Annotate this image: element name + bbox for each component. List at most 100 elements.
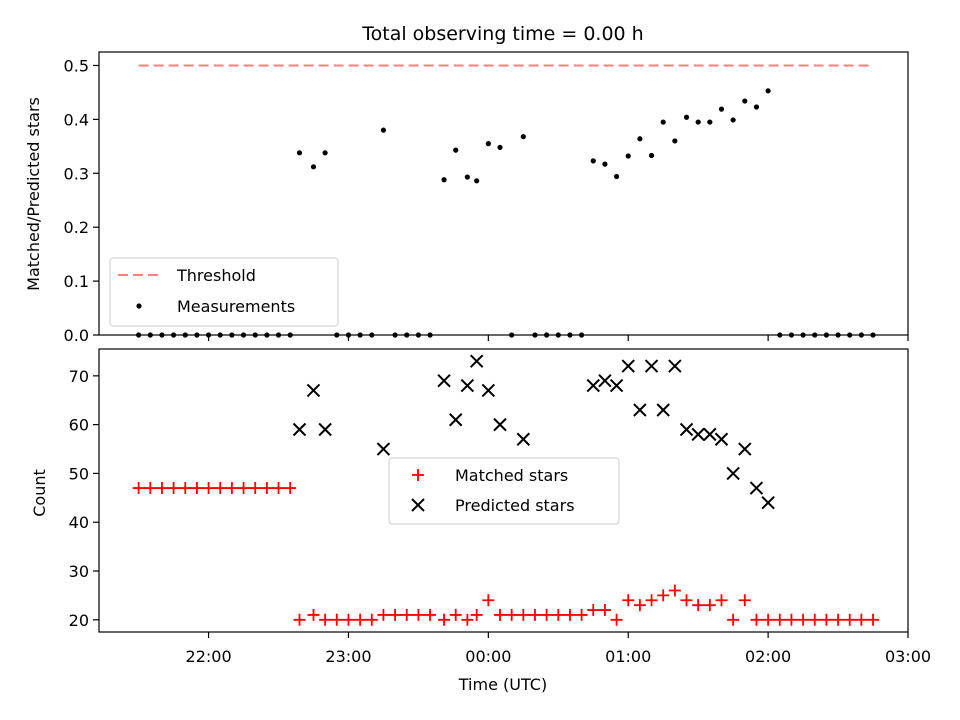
matched-star-point bbox=[438, 613, 451, 626]
x-tick-label: 23:00 bbox=[325, 647, 371, 666]
bottom-panel: 20 30 40 50 60 70 22:00 23:00 00:00 01:00 02:00 03… bbox=[30, 348, 931, 694]
top-y-tick-label: 0.5 bbox=[64, 56, 89, 75]
matched-star-point bbox=[855, 613, 868, 626]
matched-star-point bbox=[680, 594, 693, 607]
matched-star-point bbox=[214, 482, 227, 495]
top-y-tick-label: 0.4 bbox=[64, 110, 89, 129]
matched-star-point bbox=[773, 613, 786, 626]
matched-star-point bbox=[461, 613, 474, 626]
bottom-y-tick-label: 50 bbox=[69, 464, 89, 483]
predicted-star-point bbox=[586, 378, 600, 393]
matched-star-point bbox=[155, 482, 168, 495]
matched-star-point bbox=[319, 613, 332, 626]
bottom-legend-box bbox=[388, 457, 620, 525]
predicted-star-point bbox=[691, 427, 705, 442]
legend-predicted-label: Predicted stars bbox=[455, 496, 575, 515]
matched-star-point bbox=[237, 482, 250, 495]
top-x-ticks bbox=[207, 335, 909, 341]
predicted-star-point bbox=[738, 442, 752, 456]
top-y-tick-label: 0.0 bbox=[64, 326, 89, 345]
predicted-star-point bbox=[714, 432, 729, 446]
measurement-point bbox=[660, 119, 666, 125]
matched-star-point bbox=[202, 482, 215, 495]
matched-star-point bbox=[482, 594, 495, 607]
matched-star-point bbox=[797, 613, 810, 626]
matched-star-point bbox=[272, 482, 285, 495]
bottom-plot-marks bbox=[132, 354, 880, 626]
predicted-star-point bbox=[621, 359, 635, 373]
legend-matched-label: Matched stars bbox=[455, 466, 568, 485]
bottom-y-tick-label: 20 bbox=[69, 611, 89, 630]
top-legend: Threshold Measurements bbox=[109, 257, 339, 327]
top-y-tick-label: 0.1 bbox=[64, 272, 89, 291]
matched-star-point bbox=[132, 482, 145, 495]
measurement-point bbox=[613, 173, 620, 180]
bottom-y-tick-label: 30 bbox=[69, 562, 89, 581]
matched-star-point bbox=[249, 482, 262, 495]
x-tick-label: 22:00 bbox=[186, 647, 232, 666]
measurement-point bbox=[485, 141, 491, 147]
measurement-point bbox=[602, 161, 608, 167]
top-y-axis: 0.0 0.1 0.2 0.3 0.4 0.5 bbox=[64, 56, 99, 345]
x-tick-label: 03:00 bbox=[885, 647, 931, 666]
predicted-star-point bbox=[376, 442, 391, 456]
matched-star-point bbox=[727, 613, 740, 626]
predicted-star-point bbox=[644, 359, 659, 373]
matched-star-point bbox=[494, 608, 507, 621]
top-panel: 0.0 0.1 0.2 0.3 0.4 0.5 Matched/Predicted sta… bbox=[24, 51, 909, 345]
legend-measurements-swatch bbox=[136, 303, 142, 309]
matched-star-point bbox=[190, 482, 203, 495]
measurement-point bbox=[497, 144, 503, 151]
bottom-y-tick-label: 40 bbox=[69, 513, 89, 532]
top-y-tick-label: 0.3 bbox=[64, 164, 89, 183]
matched-star-point bbox=[867, 613, 880, 626]
matched-star-point bbox=[610, 613, 623, 626]
measurement-point bbox=[707, 119, 713, 125]
x-tick-label: 01:00 bbox=[605, 647, 651, 666]
measurement-point bbox=[753, 104, 760, 110]
top-axes-frame bbox=[98, 51, 909, 336]
measurement-point bbox=[742, 98, 748, 104]
predicted-star-point bbox=[460, 378, 475, 393]
legend-predicted-swatch bbox=[411, 498, 425, 512]
matched-star-point bbox=[762, 613, 775, 626]
matched-star-point bbox=[505, 608, 518, 621]
matched-star-point bbox=[785, 613, 798, 626]
predicted-star-point bbox=[679, 422, 694, 437]
measurement-point bbox=[730, 117, 736, 123]
matched-star-point bbox=[449, 608, 462, 621]
matched-star-point bbox=[424, 608, 437, 621]
top-y-tick-label: 0.2 bbox=[64, 218, 89, 237]
measurement-point bbox=[464, 174, 470, 180]
matched-star-point bbox=[587, 604, 600, 617]
predicted-star-point bbox=[703, 427, 717, 442]
matched-star-point bbox=[703, 599, 716, 612]
bottom-y-axis-label: Count bbox=[30, 469, 49, 517]
measurement-point bbox=[672, 138, 678, 144]
predicted-star-point bbox=[761, 495, 775, 510]
measurement-point bbox=[453, 147, 459, 153]
predicted-star-point bbox=[516, 432, 531, 446]
bottom-y-tick-label: 70 bbox=[69, 367, 89, 386]
predicted-star-point bbox=[726, 466, 740, 481]
predicted-star-point bbox=[448, 413, 463, 427]
predicted-star-point bbox=[749, 481, 764, 495]
matched-star-point bbox=[575, 608, 588, 621]
measurement-point bbox=[590, 158, 596, 164]
measurement-point bbox=[648, 152, 655, 159]
measurement-point bbox=[441, 177, 447, 183]
legend-threshold-label: Threshold bbox=[176, 266, 256, 285]
measurement-point bbox=[322, 150, 328, 156]
predicted-star-point bbox=[609, 378, 624, 393]
matched-star-point bbox=[330, 613, 343, 626]
matched-star-point bbox=[284, 482, 297, 495]
matched-star-point bbox=[389, 608, 402, 621]
matched-star-point bbox=[307, 608, 320, 621]
legend-measurements-label: Measurements bbox=[177, 297, 295, 316]
matched-star-point bbox=[820, 613, 833, 626]
predicted-star-point bbox=[493, 417, 507, 432]
bottom-legend: Matched stars Predicted stars bbox=[388, 457, 620, 525]
matched-star-point bbox=[342, 613, 355, 626]
measurement-point bbox=[380, 127, 387, 133]
